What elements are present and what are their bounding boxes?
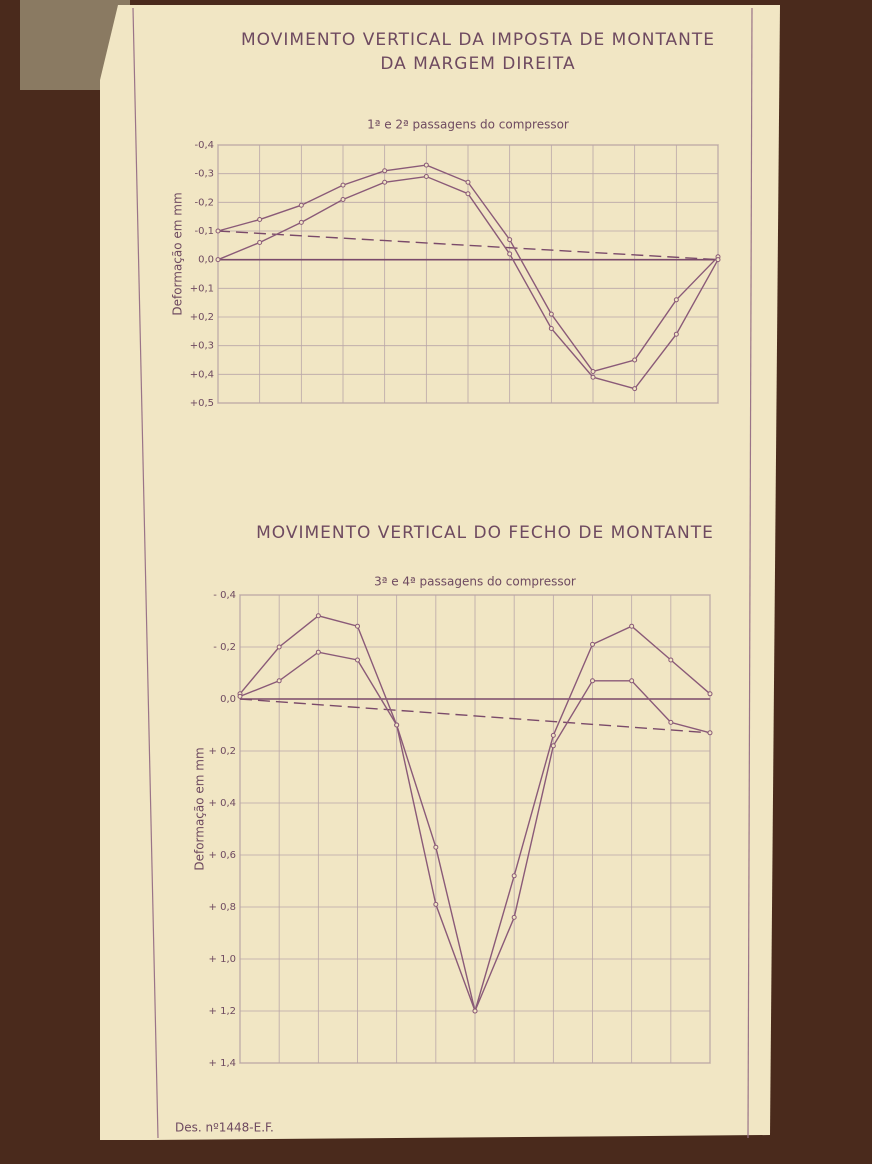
footer: Des. nº1448-E.F. xyxy=(175,1121,274,1135)
y-tick-label: + 1,0 xyxy=(209,954,236,965)
y-tick-label: - 0,2 xyxy=(213,642,236,653)
point xyxy=(466,180,470,184)
point xyxy=(551,733,555,737)
point xyxy=(508,252,512,256)
point xyxy=(630,624,634,628)
point xyxy=(716,258,720,262)
point xyxy=(674,298,678,302)
point xyxy=(591,369,595,373)
y-tick-label: +0,5 xyxy=(190,398,214,409)
y-tick-label: -0,2 xyxy=(194,197,214,208)
y-tick-label: + 1,4 xyxy=(209,1058,236,1069)
point xyxy=(258,240,262,244)
point xyxy=(299,220,303,224)
y-tick-label: + 0,4 xyxy=(209,798,236,809)
chart-subtitle: 3ª e 4ª passagens do compressor xyxy=(374,575,576,589)
y-tick-label: +0,3 xyxy=(190,341,214,352)
chart-title: MOVIMENTO VERTICAL DO FECHO DE MONTANTE xyxy=(256,523,714,543)
point xyxy=(633,387,637,391)
point xyxy=(341,183,345,187)
point xyxy=(356,624,360,628)
point xyxy=(630,679,634,683)
point xyxy=(356,658,360,662)
point xyxy=(466,192,470,196)
point xyxy=(512,915,516,919)
y-tick-label: - 0,4 xyxy=(213,590,236,601)
y-tick-label: -0,4 xyxy=(194,140,214,151)
point xyxy=(591,679,595,683)
y-tick-label: -0,1 xyxy=(194,226,214,237)
y-tick-label: -0,3 xyxy=(194,169,214,180)
point xyxy=(238,694,242,698)
chart-title: DA MARGEM DIREITA xyxy=(380,54,575,74)
point xyxy=(591,642,595,646)
chart-subtitle: 1ª e 2ª passagens do compressor xyxy=(367,118,569,132)
y-tick-label: +0,2 xyxy=(190,312,214,323)
y-tick-label: +0,1 xyxy=(190,283,214,294)
point xyxy=(341,197,345,201)
point xyxy=(591,375,595,379)
point xyxy=(316,614,320,618)
y-axis-label: Deformação em mm xyxy=(171,192,185,315)
point xyxy=(633,358,637,362)
point xyxy=(708,692,712,696)
y-tick-label: 0,0 xyxy=(220,694,236,705)
point xyxy=(669,720,673,724)
point xyxy=(434,845,438,849)
point xyxy=(424,175,428,179)
point xyxy=(674,332,678,336)
y-tick-label: + 0,6 xyxy=(209,850,236,861)
point xyxy=(216,258,220,262)
point xyxy=(383,180,387,184)
y-tick-label: + 0,8 xyxy=(209,902,236,913)
point xyxy=(216,229,220,233)
point xyxy=(708,731,712,735)
y-tick-label: 0,0 xyxy=(198,255,214,266)
y-tick-label: +0,4 xyxy=(190,369,214,380)
point xyxy=(434,902,438,906)
point xyxy=(277,645,281,649)
point xyxy=(424,163,428,167)
point xyxy=(512,874,516,878)
point xyxy=(277,679,281,683)
point xyxy=(395,723,399,727)
point xyxy=(299,203,303,207)
point xyxy=(473,1009,477,1013)
point xyxy=(258,218,262,222)
point xyxy=(316,650,320,654)
point xyxy=(549,312,553,316)
point xyxy=(551,744,555,748)
y-tick-label: + 0,2 xyxy=(209,746,236,757)
point xyxy=(549,326,553,330)
point xyxy=(508,238,512,242)
point xyxy=(383,169,387,173)
chart-title: MOVIMENTO VERTICAL DA IMPOSTA DE MONTANT… xyxy=(241,30,715,50)
y-axis-label: Deformação em mm xyxy=(193,747,207,870)
point xyxy=(669,658,673,662)
page: Des. nº1448-E.F. -0,4 -0,3 -0,2 -0,1 0,0 +0,1… xyxy=(0,0,872,1164)
y-tick-label: + 1,2 xyxy=(209,1006,236,1017)
